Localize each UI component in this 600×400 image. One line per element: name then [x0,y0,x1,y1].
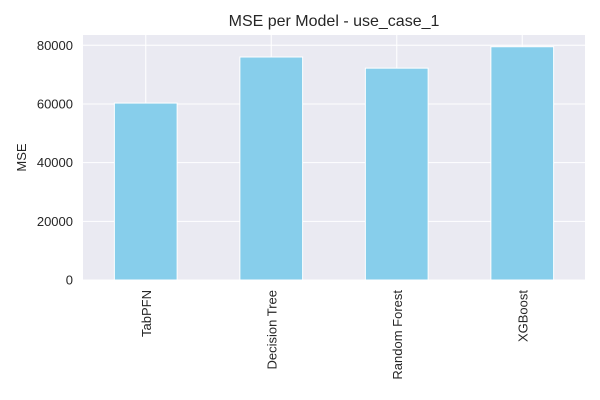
y-tick-label: 0 [66,273,73,288]
bar-tabpfn [113,102,178,281]
x-tick-labels: TabPFN Decision Tree Random Forest XGBoost [139,290,531,380]
bar-decision-tree [239,56,304,281]
y-tick-label: 80000 [37,38,73,53]
x-tick-label: XGBoost [515,290,530,342]
y-tick-labels: 0 20000 40000 60000 80000 [37,38,73,288]
x-tick-label: Random Forest [390,290,405,380]
bar-random-forest [364,67,429,281]
y-tick-label: 40000 [37,155,73,170]
x-tick-label: TabPFN [139,290,154,337]
y-axis-label: MSE [14,143,29,172]
y-tick-label: 60000 [37,96,73,111]
chart-title: MSE per Model - use_case_1 [229,13,440,30]
bars [113,46,555,281]
x-tick-label: Decision Tree [264,290,279,369]
y-tick-label: 20000 [37,214,73,229]
bar-xgboost [490,46,555,281]
